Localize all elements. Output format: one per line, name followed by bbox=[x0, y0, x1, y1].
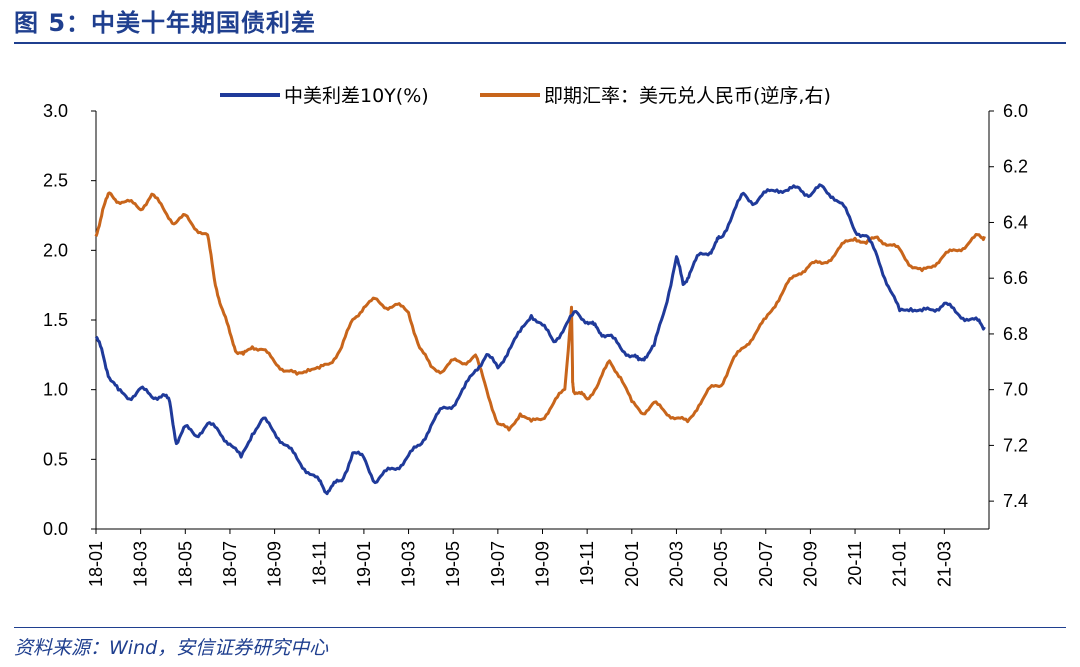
right-tick-label: 6.4 bbox=[1003, 212, 1028, 232]
right-tick-label: 7.2 bbox=[1003, 435, 1028, 455]
x-tick-label: 19-05 bbox=[443, 541, 463, 587]
left-tick-label: 1.5 bbox=[43, 310, 68, 330]
x-tick-label: 19-07 bbox=[488, 541, 508, 587]
x-tick-label: 21-03 bbox=[934, 541, 954, 587]
right-tick-label: 6.2 bbox=[1003, 157, 1028, 177]
right-tick-label: 7.0 bbox=[1003, 380, 1028, 400]
right-tick-label: 6.0 bbox=[1003, 101, 1028, 121]
right-tick-label: 7.4 bbox=[1003, 491, 1028, 511]
left-tick-label: 0.0 bbox=[43, 519, 68, 539]
source-note: 资料来源：Wind，安信证券研究中心 bbox=[14, 637, 329, 659]
legend-spread-label: 中美利差10Y(%) bbox=[284, 85, 429, 107]
x-tick-label: 19-01 bbox=[354, 541, 374, 587]
x-tick-label: 20-01 bbox=[622, 541, 642, 587]
x-tick-label: 18-07 bbox=[220, 541, 240, 587]
x-tick-label: 21-01 bbox=[890, 541, 910, 587]
x-tick-label: 20-05 bbox=[711, 541, 731, 587]
x-tick-label: 19-09 bbox=[533, 541, 553, 587]
spread-series-line bbox=[94, 183, 986, 496]
footer-rule bbox=[14, 627, 1066, 628]
left-tick-label: 1.0 bbox=[43, 380, 68, 400]
fx-series-line bbox=[94, 191, 986, 432]
title-rule bbox=[14, 42, 1066, 44]
x-tick-label: 20-07 bbox=[756, 541, 776, 587]
left-tick-label: 2.5 bbox=[43, 171, 68, 191]
x-tick-label: 20-11 bbox=[845, 541, 865, 586]
x-tick-label: 19-11 bbox=[577, 541, 597, 586]
legend-fx-label: 即期汇率：美元兑人民币(逆序,右) bbox=[544, 85, 831, 107]
x-tick-label: 18-03 bbox=[131, 541, 151, 587]
x-tick-label: 18-09 bbox=[265, 541, 285, 587]
left-tick-label: 0.5 bbox=[43, 449, 68, 469]
x-tick-label: 20-09 bbox=[800, 541, 820, 587]
x-tick-label: 19-03 bbox=[399, 541, 419, 587]
x-tick-label: 18-01 bbox=[86, 541, 106, 587]
right-tick-label: 6.6 bbox=[1003, 268, 1028, 288]
figure-title: 图 5：中美十年期国债利差 bbox=[14, 9, 317, 37]
left-tick-label: 2.0 bbox=[43, 240, 68, 260]
x-tick-label: 20-03 bbox=[666, 541, 686, 587]
x-tick-label: 18-05 bbox=[175, 541, 195, 587]
x-tick-label: 18-11 bbox=[309, 541, 329, 586]
left-tick-label: 3.0 bbox=[43, 101, 68, 121]
right-tick-label: 6.8 bbox=[1003, 324, 1028, 344]
spread-fx-chart: 0.0 0.5 1.0 1.5 2.0 2.5 3.0 6.0 6.2 6.4 6.6 6.8 7.0 7… bbox=[43, 85, 1028, 587]
